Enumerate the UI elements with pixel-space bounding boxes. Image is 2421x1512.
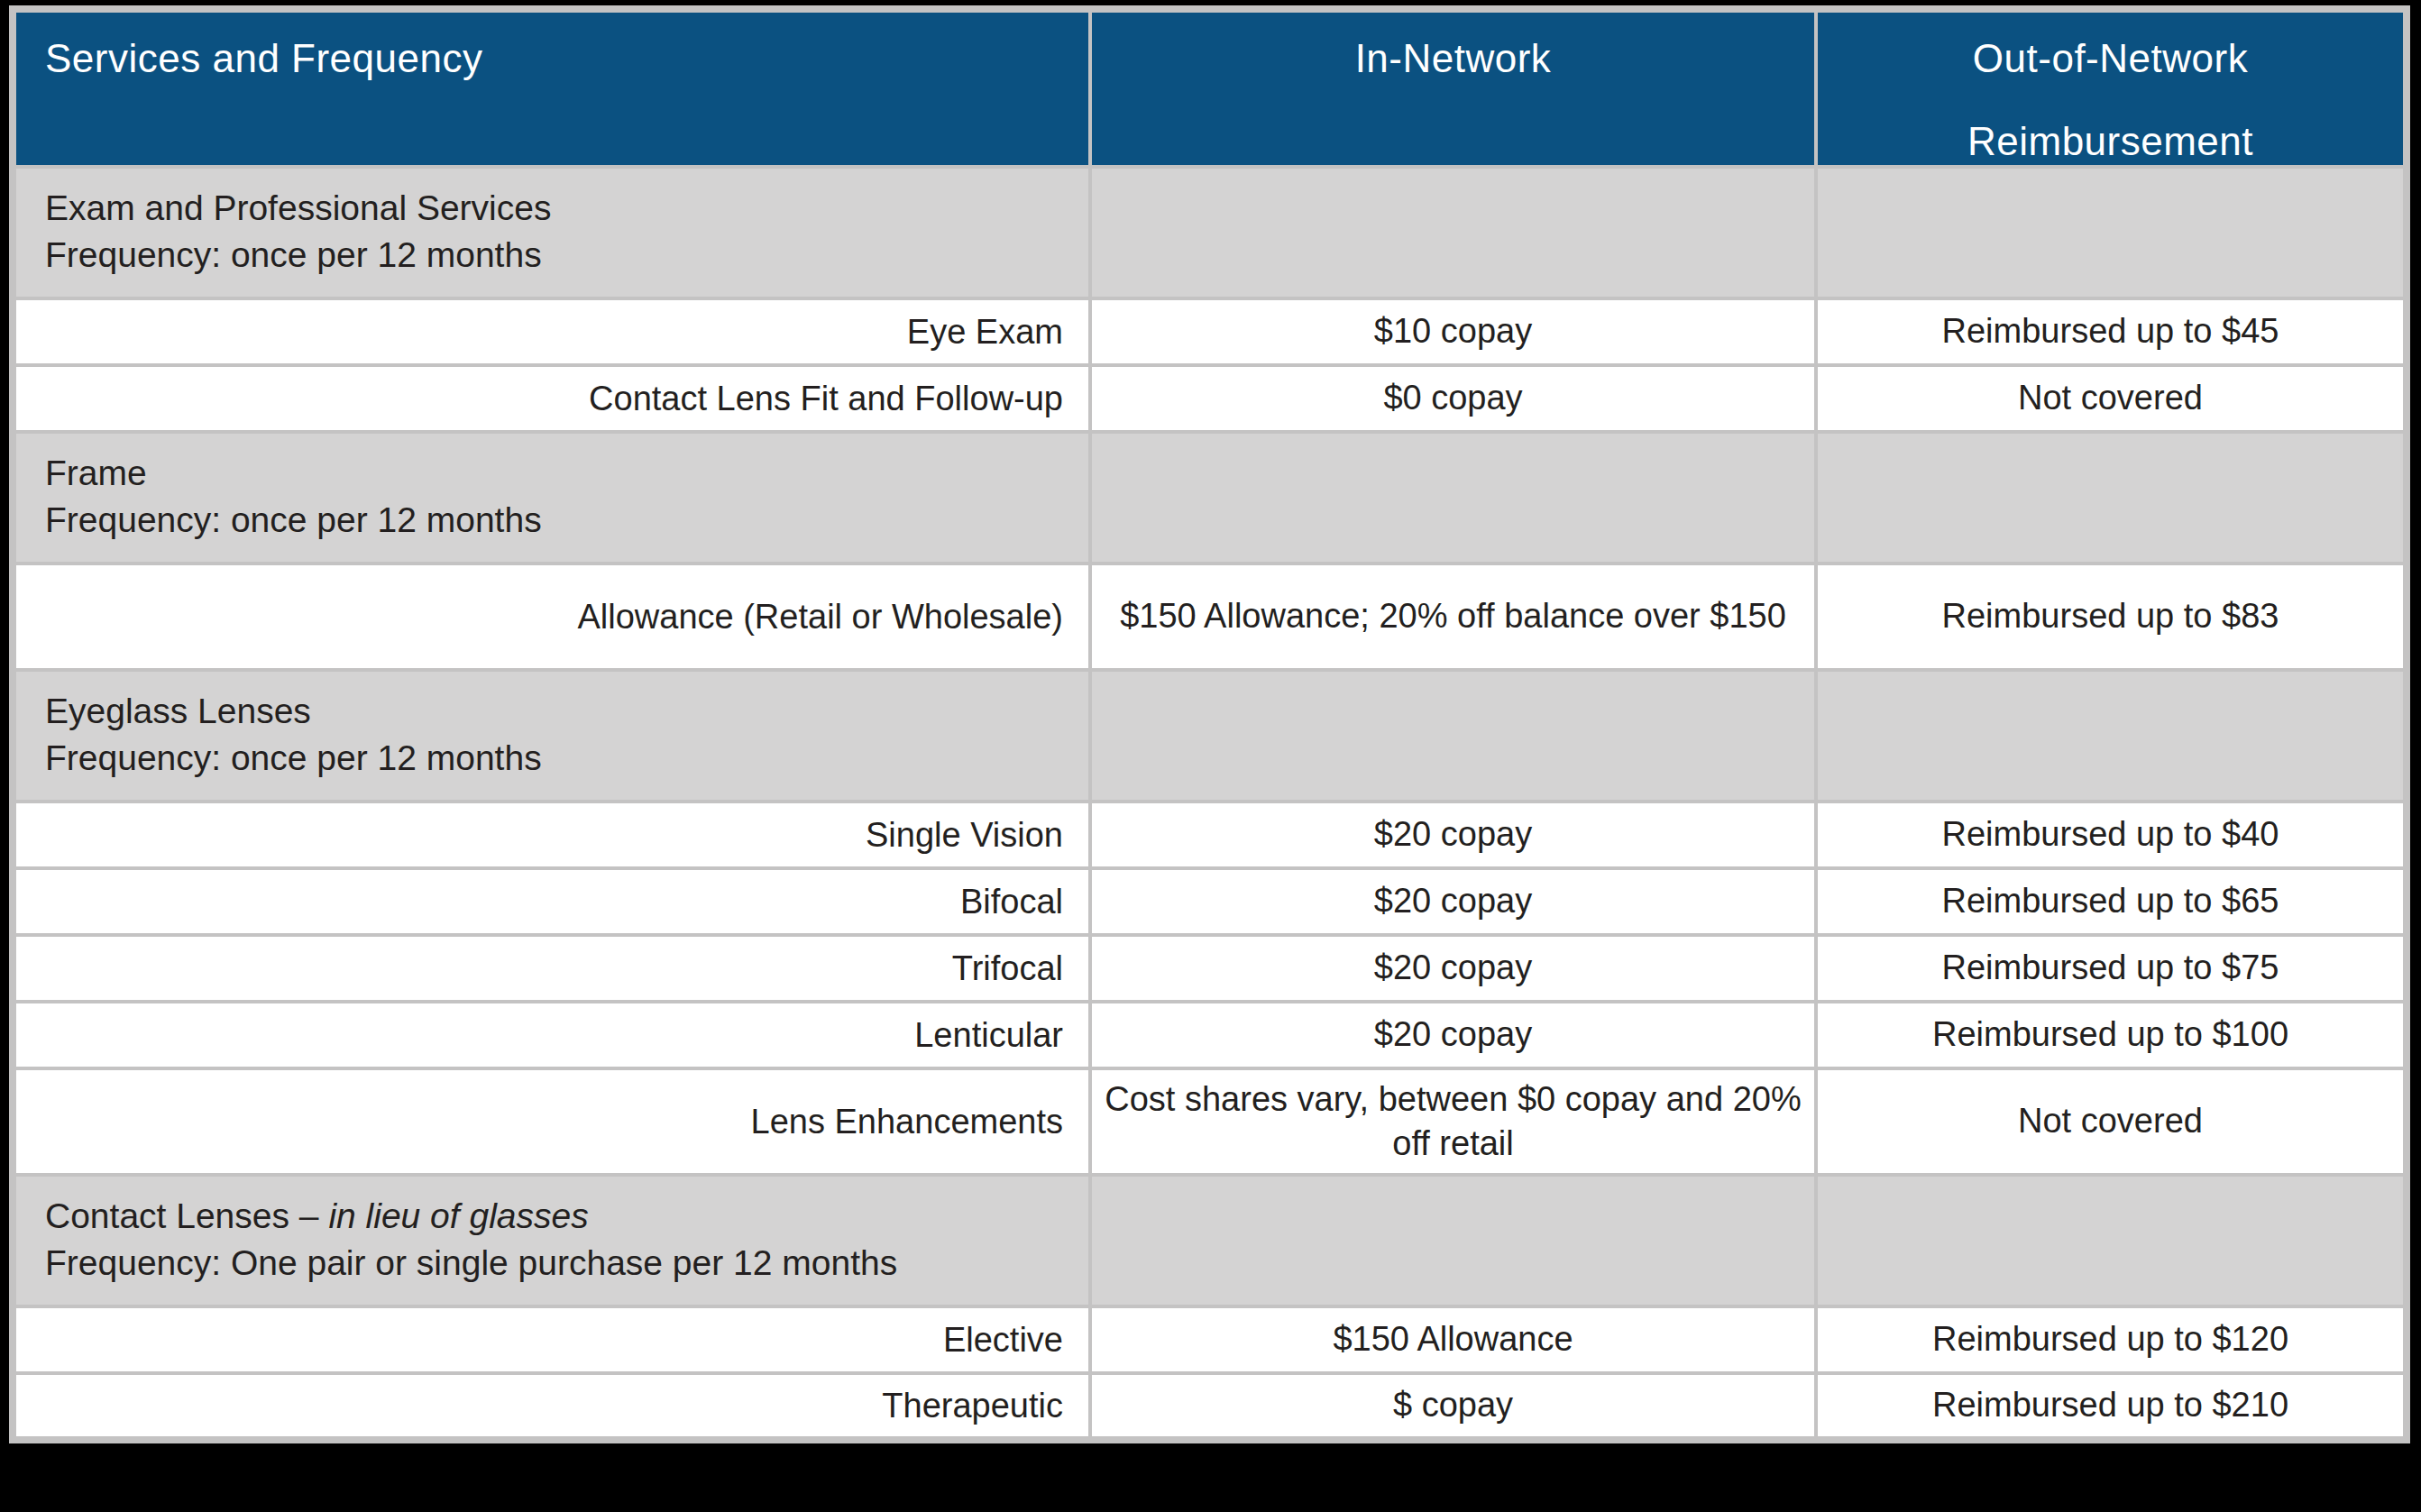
out-of-network-cell: Reimbursed up to $75 (1816, 935, 2407, 1002)
section-frequency: Frequency: once per 12 months (45, 500, 1070, 540)
service-cell: Eye Exam (13, 298, 1090, 365)
section-row-eyeglass-lenses: Eyeglass Lenses Frequency: once per 12 m… (13, 670, 2407, 802)
section-title: Eyeglass Lenses (45, 692, 1070, 731)
col-header-out-of-network: Out-of-Network Reimbursement (1816, 9, 2407, 167)
row-frame-allowance: Allowance (Retail or Wholesale) $150 All… (13, 564, 2407, 670)
out-of-network-cell: Reimbursed up to $120 (1816, 1306, 2407, 1373)
service-cell: Lens Enhancements (13, 1068, 1090, 1175)
header-row: Services and Frequency In-Network Out-of… (13, 9, 2407, 167)
reimbursement-label-line2: Reimbursement (1967, 119, 2253, 164)
empty-cell (1090, 670, 1816, 802)
empty-cell (1816, 670, 2407, 802)
section-title: Contact Lenses – in lieu of glasses (45, 1196, 1070, 1236)
in-network-cell: $150 Allowance (1090, 1306, 1816, 1373)
in-network-cell: Cost shares vary, between $0 copay and 2… (1090, 1068, 1816, 1175)
in-network-cell: $20 copay (1090, 802, 1816, 868)
section-title-italic: in lieu of glasses (328, 1196, 588, 1235)
out-of-network-cell: Reimbursed up to $65 (1816, 868, 2407, 935)
section-title-cell: Eyeglass Lenses Frequency: once per 12 m… (13, 670, 1090, 802)
section-frequency: Frequency: once per 12 months (45, 738, 1070, 778)
row-therapeutic: Therapeutic $ copay Reimbursed up to $21… (13, 1373, 2407, 1440)
section-frequency: Frequency: One pair or single purchase p… (45, 1243, 1070, 1283)
section-title: Exam and Professional Services (45, 188, 1070, 228)
service-cell: Lenticular (13, 1002, 1090, 1068)
section-frequency: Frequency: once per 12 months (45, 235, 1070, 275)
in-network-cell: $20 copay (1090, 868, 1816, 935)
in-network-cell: $10 copay (1090, 298, 1816, 365)
service-cell: Contact Lens Fit and Follow-up (13, 365, 1090, 432)
empty-cell (1090, 167, 1816, 298)
row-contact-lens-fit-and-follow-up: Contact Lens Fit and Follow-up $0 copay … (13, 365, 2407, 432)
row-bifocal: Bifocal $20 copay Reimbursed up to $65 (13, 868, 2407, 935)
row-single-vision: Single Vision $20 copay Reimbursed up to… (13, 802, 2407, 868)
section-row-exam-and-professional-services: Exam and Professional Services Frequency… (13, 167, 2407, 298)
out-of-network-cell: Reimbursed up to $40 (1816, 802, 2407, 868)
out-of-network-label-line1: Out-of-Network (1973, 36, 2248, 81)
section-title: Frame (45, 454, 1070, 493)
section-row-frame: Frame Frequency: once per 12 months (13, 432, 2407, 564)
in-network-cell: $20 copay (1090, 935, 1816, 1002)
row-elective: Elective $150 Allowance Reimbursed up to… (13, 1306, 2407, 1373)
out-of-network-cell: Not covered (1816, 365, 2407, 432)
col-header-services-frequency: Services and Frequency (13, 9, 1090, 167)
empty-cell (1816, 167, 2407, 298)
empty-cell (1816, 432, 2407, 564)
service-cell: Single Vision (13, 802, 1090, 868)
section-title-prefix: Contact Lenses – (45, 1196, 328, 1235)
in-network-cell: $20 copay (1090, 1002, 1816, 1068)
empty-cell (1090, 1175, 1816, 1306)
col-header-in-network: In-Network (1090, 9, 1816, 167)
in-network-cell: $ copay (1090, 1373, 1816, 1440)
in-network-cell: $150 Allowance; 20% off balance over $15… (1090, 564, 1816, 670)
row-trifocal: Trifocal $20 copay Reimbursed up to $75 (13, 935, 2407, 1002)
out-of-network-cell: Reimbursed up to $45 (1816, 298, 2407, 365)
out-of-network-cell: Reimbursed up to $100 (1816, 1002, 2407, 1068)
vision-benefits-table: Services and Frequency In-Network Out-of… (9, 5, 2410, 1443)
row-lenticular: Lenticular $20 copay Reimbursed up to $1… (13, 1002, 2407, 1068)
row-eye-exam: Eye Exam $10 copay Reimbursed up to $45 (13, 298, 2407, 365)
empty-cell (1090, 432, 1816, 564)
out-of-network-cell: Not covered (1816, 1068, 2407, 1175)
service-cell: Trifocal (13, 935, 1090, 1002)
empty-cell (1816, 1175, 2407, 1306)
service-cell: Elective (13, 1306, 1090, 1373)
out-of-network-cell: Reimbursed up to $210 (1816, 1373, 2407, 1440)
page-background: Services and Frequency In-Network Out-of… (0, 0, 2421, 1512)
section-title-cell: Frame Frequency: once per 12 months (13, 432, 1090, 564)
in-network-cell: $0 copay (1090, 365, 1816, 432)
section-title-cell: Exam and Professional Services Frequency… (13, 167, 1090, 298)
out-of-network-cell: Reimbursed up to $83 (1816, 564, 2407, 670)
row-lens-enhancements: Lens Enhancements Cost shares vary, betw… (13, 1068, 2407, 1175)
service-cell: Bifocal (13, 868, 1090, 935)
section-row-contact-lenses: Contact Lenses – in lieu of glasses Freq… (13, 1175, 2407, 1306)
section-title-cell: Contact Lenses – in lieu of glasses Freq… (13, 1175, 1090, 1306)
service-cell: Therapeutic (13, 1373, 1090, 1440)
service-cell: Allowance (Retail or Wholesale) (13, 564, 1090, 670)
